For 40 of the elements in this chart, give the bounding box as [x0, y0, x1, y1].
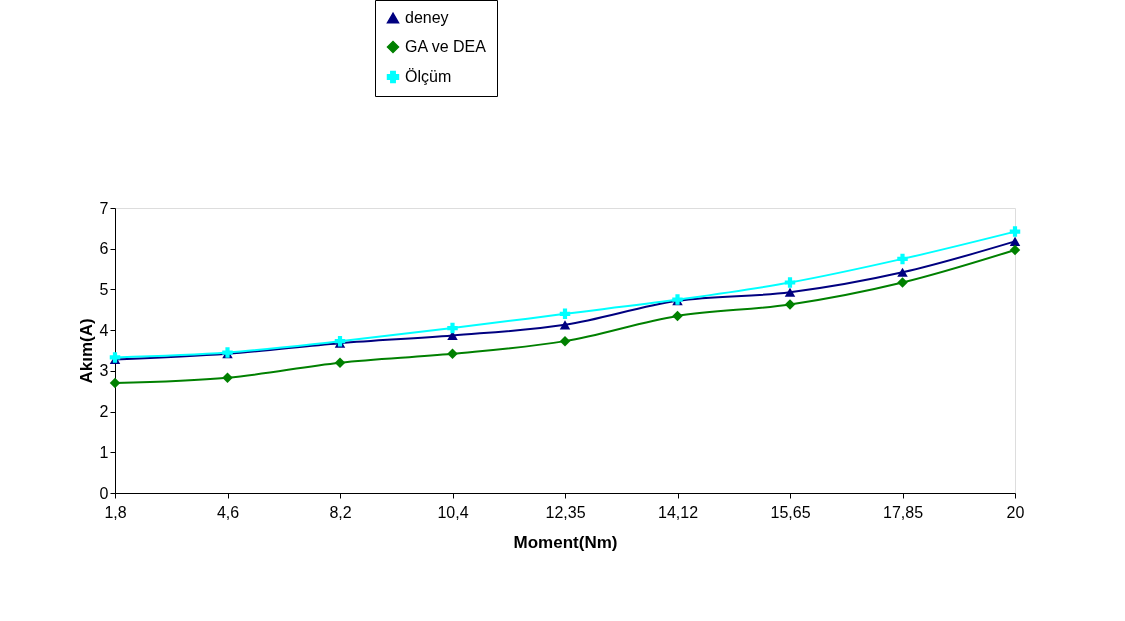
point: [1009, 236, 1021, 246]
point: [784, 287, 796, 297]
point: [1009, 244, 1021, 256]
point: [897, 253, 908, 265]
legend-label: GA ve DEA: [405, 38, 487, 55]
point: [897, 267, 908, 277]
x-tick-label: 1,8: [104, 503, 127, 521]
point: [559, 308, 571, 320]
x-tick-label: 4,6: [216, 503, 240, 521]
x-tick-label: 20: [1006, 503, 1025, 521]
y-tick-label: 1: [99, 443, 109, 461]
x-axis-title: Moment(Nm): [513, 532, 618, 552]
x-tick-label: 10,4: [437, 503, 469, 521]
y-tick-label: 6: [99, 240, 109, 258]
point: [447, 322, 458, 334]
x-tick-label: 15,65: [770, 503, 811, 521]
y-axis-title: Akım(A): [76, 318, 96, 384]
point: [897, 277, 908, 288]
x-tick-label: 8,2: [329, 503, 352, 521]
x-tick-label: 12,35: [545, 503, 586, 521]
point: [447, 348, 458, 359]
x-tick-label: 17,85: [882, 503, 924, 521]
y-tick-label: 4: [99, 321, 109, 339]
point: [784, 299, 796, 310]
y-tick-label: 5: [99, 280, 109, 298]
x-tick-label: 14,12: [657, 503, 699, 521]
point: [784, 277, 796, 288]
y-tick-label: 0: [99, 484, 109, 502]
legend-label: deney: [405, 9, 449, 26]
point: [334, 357, 346, 368]
point: [559, 320, 571, 330]
point: [1009, 226, 1021, 237]
point: [109, 377, 121, 389]
y-tick-label: 3: [99, 362, 109, 380]
point: [559, 335, 571, 347]
y-tick-label: 7: [99, 199, 109, 217]
legend-label: Ölçüm: [405, 68, 452, 85]
y-tick-label: 2: [99, 403, 109, 421]
point: [222, 372, 233, 384]
point: [672, 310, 683, 322]
